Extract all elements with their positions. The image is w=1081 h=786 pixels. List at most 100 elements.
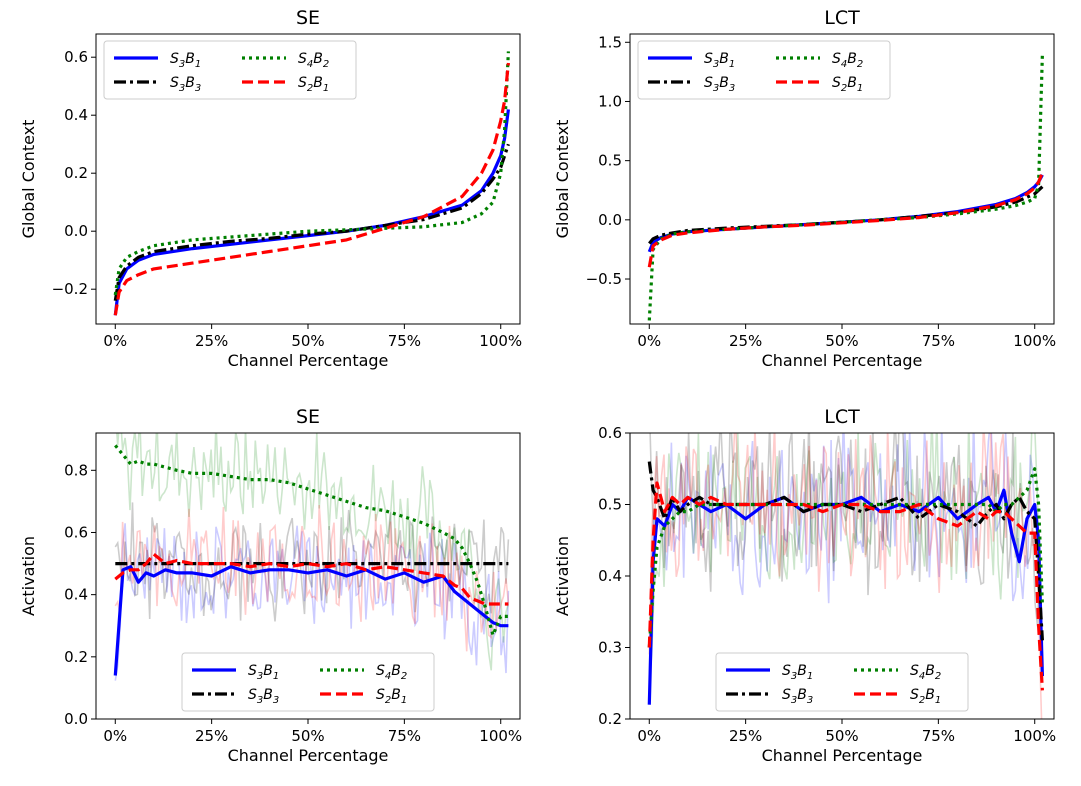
y-axis-label: Activation <box>19 536 38 616</box>
legend-label-part: 3 <box>713 83 719 94</box>
y-tick-label: 0.6 <box>598 424 622 442</box>
legend-label-S4B2: S4B2 <box>910 663 941 682</box>
legend-label-S4B2: S4B2 <box>376 663 407 682</box>
legend-label-S3B1: S3B1 <box>704 51 735 70</box>
legend-label-part: 3 <box>257 671 263 682</box>
legend-label-part: 1 <box>935 695 941 706</box>
legend-label-part: B <box>847 51 857 67</box>
legend-label-part: 3 <box>791 671 797 682</box>
legend-label-part: B <box>391 687 401 703</box>
legend-label-S3B3: S3B3 <box>782 687 813 706</box>
legend-label-part: 3 <box>179 83 185 94</box>
x-axis-label: Channel Percentage <box>762 746 923 765</box>
y-tick-label: 0.5 <box>598 496 622 514</box>
legend-label-part: 4 <box>307 59 313 70</box>
series-line-S3B1 <box>113 565 509 676</box>
x-tick-label: 0% <box>637 332 661 350</box>
legend-label-part: B <box>925 663 935 679</box>
legend-label-part: 1 <box>807 671 813 682</box>
chart-title: LCT <box>824 7 860 29</box>
legend-label-part: 2 <box>919 695 925 706</box>
legend-label-part: 2 <box>935 671 941 682</box>
y-tick-label: 0.3 <box>598 639 622 657</box>
y-tick-label: −0.5 <box>586 270 622 288</box>
legend-label-part: S <box>170 75 179 91</box>
legend-label-S2B1: S2B1 <box>910 687 941 706</box>
legend-label-part: 4 <box>919 671 925 682</box>
plot-area <box>647 54 1044 321</box>
legend-label-part: B <box>313 75 323 91</box>
legend-box <box>715 652 969 712</box>
legend-label-part: S <box>298 51 307 67</box>
x-tick-label: 75% <box>922 727 955 745</box>
plot-area <box>113 51 510 316</box>
legend-label-part: 2 <box>307 83 313 94</box>
series-line-S2B1 <box>113 62 510 316</box>
y-tick-label: 0.4 <box>598 567 622 585</box>
legend-label-part: B <box>391 663 401 679</box>
chart-se_activation: 0% 25% 50% 75% 100% 0.0 0.2 0.4 0.6 0.8 SE Channel … <box>19 406 522 765</box>
legend-label-S3B1: S3B1 <box>248 663 279 682</box>
legend-label-part: S <box>782 663 791 679</box>
series-line-S4B2 <box>113 51 510 296</box>
legend-label-part: B <box>719 51 729 67</box>
legend-label-S3B3: S3B3 <box>248 687 279 706</box>
x-tick-label: 25% <box>729 332 762 350</box>
chart-se_context: 0% 25% 50% 75% 100% −0.2 0.0 0.2 0.4 0.6 SE Channel… <box>19 7 522 370</box>
series-line-S3B3 <box>113 143 510 302</box>
legend-label-part: 1 <box>273 671 279 682</box>
legend-box <box>103 40 357 100</box>
noise-trace-S3B3 <box>649 433 1044 662</box>
legend-label-part: 4 <box>841 59 847 70</box>
legend-label-S2B1: S2B1 <box>298 75 329 94</box>
chart-lct_activation: 0% 25% 50% 75% 100% 0.2 0.3 0.4 0.5 0.6 LCT Channel… <box>553 406 1056 765</box>
legend-label-part: S <box>910 687 919 703</box>
y-tick-label: 0.6 <box>64 48 88 66</box>
legend-label-part: S <box>248 663 257 679</box>
legend-label-part: 3 <box>713 59 719 70</box>
x-tick-label: 25% <box>195 332 228 350</box>
legend-label-S4B2: S4B2 <box>832 51 863 70</box>
legend-label-part: B <box>185 75 195 91</box>
x-tick-label: 50% <box>825 727 858 745</box>
legend-label-S2B1: S2B1 <box>832 75 863 94</box>
legend-label-S2B1: S2B1 <box>376 687 407 706</box>
y-tick-label: 0.2 <box>598 710 622 728</box>
series-line-S2B1 <box>114 552 509 606</box>
y-tick-label: 0.2 <box>64 648 88 666</box>
legend-label-part: S <box>376 687 385 703</box>
y-tick-label: 1.0 <box>598 92 622 110</box>
plot-area <box>113 433 510 681</box>
legend-label-part: S <box>248 687 257 703</box>
legend-label-part: 2 <box>841 83 847 94</box>
x-tick-label: 100% <box>479 727 522 745</box>
legend-label-part: S <box>704 51 713 67</box>
legend-label-part: B <box>263 687 273 703</box>
legend-label-part: 3 <box>807 695 813 706</box>
chart-lct_context: 0% 25% 50% 75% 100% −0.5 0.0 0.5 1.0 1.5 LCT Channe… <box>553 7 1056 370</box>
y-tick-label: 0.2 <box>64 164 88 182</box>
noise-trace-S2B1 <box>114 504 510 652</box>
legend-label-part: 1 <box>401 695 407 706</box>
legend-label-part: 2 <box>857 59 863 70</box>
series-line-S4B2 <box>114 444 509 637</box>
legend-label-part: 3 <box>195 83 201 94</box>
series-line-S2B1 <box>647 481 1044 691</box>
y-axis-label: Global Context <box>19 120 38 239</box>
y-tick-label: 0.5 <box>598 152 622 170</box>
x-tick-label: 50% <box>291 332 324 350</box>
legend-label-part: 1 <box>857 83 863 94</box>
legend-label-S3B1: S3B1 <box>782 663 813 682</box>
chart-title: SE <box>296 406 320 428</box>
legend-box <box>181 652 435 712</box>
legend-label-part: S <box>782 687 791 703</box>
x-axis-label: Channel Percentage <box>228 746 389 765</box>
legend-box <box>637 40 891 100</box>
legend-label-part: S <box>376 663 385 679</box>
noise-trace-S3B1 <box>114 523 510 681</box>
series-line-S3B1 <box>647 174 1044 253</box>
legend-label-part: B <box>847 75 857 91</box>
y-tick-label: 0.4 <box>64 106 88 124</box>
